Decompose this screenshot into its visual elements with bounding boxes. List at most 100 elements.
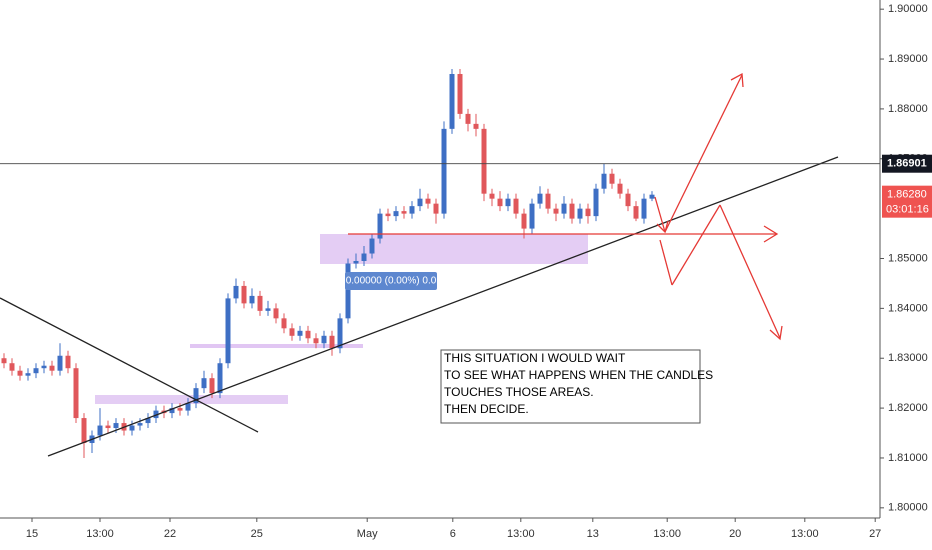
trend-line [0,297,259,433]
candle-body [545,193,551,209]
candle-body [465,113,471,124]
y-tick-label: 1.83000 [888,352,928,364]
candle-body [369,238,375,254]
candle-body [473,123,479,129]
arrow [664,74,743,233]
arrow-head [769,325,783,341]
y-tick-label: 1.81000 [888,452,928,464]
candle-body [529,203,535,229]
candle-body [641,198,647,219]
candle-body [553,208,559,214]
candle-body [17,370,23,376]
candle-body [337,318,343,349]
candles [1,69,655,458]
candle-body [457,74,463,114]
candle-body [289,328,295,336]
candle-body [49,365,55,371]
candle-body [185,403,191,411]
candle-body [177,408,183,411]
x-tick-label: 13:00 [507,528,535,540]
candle-body [281,318,287,329]
annotation-frame [440,349,701,424]
arrow-head [730,72,744,88]
candle-body [353,260,359,264]
candle-body [433,203,439,214]
candle-body [377,213,383,239]
x-tick-label: 27 [869,528,881,540]
candle-body [441,128,447,214]
candle-body [609,173,615,184]
x-tick-label: 13:00 [791,528,819,540]
candle-body [649,194,655,199]
candle-body [233,285,239,299]
annotation-line: TO SEE WHAT HAPPENS WHEN THE CANDLES [444,368,713,382]
zone [95,395,288,404]
measure-label: 0.00000 (0.00%) 0.0 [346,276,437,287]
candle-body [617,183,623,194]
annotation-line: THEN DECIDE. [444,402,529,416]
annotation-box: THIS SITUATION I WOULD WAIT TO SEE WHAT … [440,349,713,424]
arrow [654,196,666,233]
candle-body [449,74,455,129]
candle-body [81,418,87,444]
candle-body [145,418,151,424]
candle-body [345,263,351,319]
x-tick-label: 25 [251,528,263,540]
candle-body [265,308,271,311]
y-tick-label: 1.85000 [888,252,928,264]
last-price-label: 1.86280 [887,189,927,201]
last-price-tag [882,185,932,218]
candle-body [593,188,599,217]
candle-body [417,198,423,207]
x-tick-label: 13:00 [653,528,681,540]
candle-body [33,368,39,374]
y-tick-label: 1.88000 [888,103,928,115]
y-tick-label: 1.80000 [888,502,928,514]
zone [190,344,363,348]
candle-body [305,330,311,339]
candle-body [113,423,119,429]
candle-body [321,335,327,344]
candle-body [361,253,367,261]
arrows [348,72,783,341]
candle-body [401,211,407,214]
drawings [95,234,588,404]
trend-line [47,156,839,457]
candle-body [425,198,431,204]
x-tick-label: 13 [587,528,599,540]
candle-body [129,425,135,431]
candle-body [393,211,399,217]
candle-body [41,365,47,369]
candle-body [217,363,223,394]
candle-body [209,378,215,394]
candle-body [273,308,279,319]
candle-body [153,410,159,419]
arrow-head [763,225,779,243]
candle-body [409,206,415,214]
candle-body [329,335,335,349]
x-tick-label: 6 [450,528,456,540]
candle-body [57,355,63,371]
candle-body [249,295,255,304]
candle-body [577,208,583,219]
x-tick-label: 13:00 [86,528,114,540]
candle-body [97,425,103,436]
candle-body [481,128,487,194]
candle-body [241,285,247,304]
zone [320,234,588,264]
price-tag [882,154,932,173]
candle-body [65,355,71,369]
x-tick-label: 15 [26,528,38,540]
candle-body [489,193,495,199]
price-tag-label: 1.86901 [887,158,927,170]
candle-body [505,198,511,207]
x-tick-label: May [357,528,378,540]
candle-body [561,203,567,214]
candle-body [1,358,7,364]
candle-body [169,408,175,414]
candle-body [601,173,607,189]
candle-body [497,198,503,207]
candle-body [537,193,543,204]
candle-body [385,213,391,217]
